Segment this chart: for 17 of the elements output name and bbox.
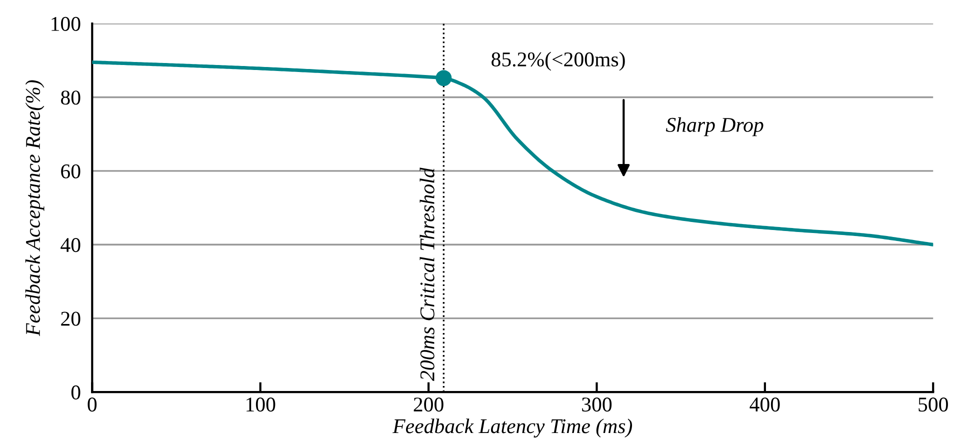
- y-tick-label: 60: [61, 164, 80, 178]
- x-tick-label: 300: [582, 398, 612, 412]
- y-tick-label: 20: [61, 312, 80, 326]
- y-axis-title: Feedback Acceptance Rate(%): [25, 80, 44, 336]
- x-tick-label: 0: [88, 398, 97, 412]
- x-tick-label: 500: [918, 398, 948, 412]
- x-axis-title: Feedback Latency Time (ms): [392, 418, 632, 438]
- annotation: Sharp Drop: [666, 117, 764, 136]
- y-tick-label: 40: [60, 238, 80, 252]
- annotation: 85.2%(<200ms): [492, 52, 625, 71]
- y-tick-label: 80: [61, 90, 80, 105]
- y-tick-label: 0: [71, 385, 80, 400]
- x-tick-label: 200: [414, 398, 444, 412]
- x-tick-label: 400: [750, 398, 780, 412]
- ref-line-label: 200ms Critical Threshold: [420, 168, 434, 381]
- y-tick-label: 100: [52, 16, 80, 31]
- x-tick-label: 100: [246, 398, 276, 412]
